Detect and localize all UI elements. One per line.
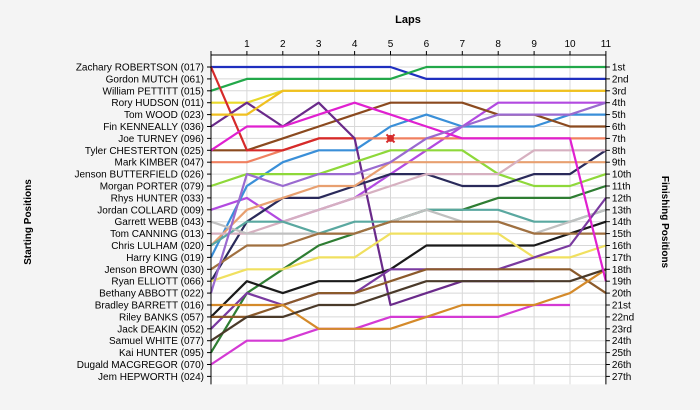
starting-position-label: Garrett WEBB (043) bbox=[115, 217, 204, 228]
axes bbox=[207, 51, 610, 385]
finishing-position-label: 11th bbox=[612, 182, 631, 193]
starting-position-label: Tyler CHESTERTON (025) bbox=[85, 146, 204, 157]
starting-position-label: Samuel WHITE (077) bbox=[109, 336, 204, 347]
series-line-18 bbox=[210, 220, 606, 271]
finishing-position-label: 25th bbox=[612, 348, 631, 359]
starting-position-label: Rory HUDSON (011) bbox=[111, 98, 204, 109]
starting-position-label: Bethany ABBOTT (022) bbox=[99, 289, 204, 300]
series-line-25 bbox=[210, 101, 607, 282]
starting-position-label: Jordan COLLARD (009) bbox=[97, 205, 204, 216]
finishing-position-label: 22nd bbox=[612, 312, 634, 323]
lap-tick-label: 11 bbox=[601, 39, 612, 50]
starting-position-label: Rhys HUNTER (033) bbox=[111, 193, 204, 204]
finishing-position-label: 24th bbox=[612, 336, 631, 347]
series-line-22 bbox=[211, 268, 607, 318]
tick-labels: 1 2 3 4 5 6 7 8 9 10 11 bbox=[244, 39, 611, 50]
finishing-position-label: 8th bbox=[612, 146, 626, 157]
series-line-2 bbox=[210, 65, 606, 92]
starting-position-label: Gordon MUTCH (061) bbox=[106, 74, 204, 85]
lap-tick-label: 8 bbox=[495, 39, 501, 50]
series-line-13 bbox=[211, 149, 606, 235]
starting-position-label: Dugald MACGREGOR (070) bbox=[77, 360, 204, 371]
lap-tick-label: 10 bbox=[564, 39, 576, 50]
finishing-position-label: 9th bbox=[612, 158, 626, 169]
incident-marker bbox=[385, 133, 396, 144]
lap-tick-label: 5 bbox=[388, 39, 394, 50]
series-lines bbox=[209, 65, 607, 366]
finishing-position-label: 5th bbox=[612, 110, 626, 121]
starting-position-label: Tom WOOD (023) bbox=[124, 110, 204, 121]
series-line-17 bbox=[210, 220, 607, 318]
series-line-11 bbox=[210, 149, 607, 282]
lap-tick-label: 7 bbox=[460, 39, 466, 50]
starting-position-label: Bradley BARRETT (016) bbox=[95, 301, 204, 312]
finishing-position-label: 2nd bbox=[612, 74, 629, 85]
finishing-position-label: 18th bbox=[612, 265, 631, 276]
series-line-20 bbox=[210, 197, 607, 330]
series-line-16 bbox=[210, 208, 607, 235]
starting-position-label: Joe TURNEY (096) bbox=[118, 134, 204, 145]
finishing-position-label: 26th bbox=[612, 360, 631, 371]
starting-position-label: Kai HUNTER (095) bbox=[119, 348, 204, 359]
starting-position-label: Jenson BROWN (030) bbox=[105, 265, 204, 276]
series-line-21 bbox=[210, 303, 570, 366]
lap-tick-label: 1 bbox=[244, 39, 250, 50]
incident-marker-cross bbox=[385, 133, 396, 144]
starting-position-label: Harry KING (019) bbox=[126, 253, 204, 264]
finishing-position-label: 23rd bbox=[612, 324, 632, 335]
series-line-8 bbox=[209, 66, 355, 152]
finishing-position-label: 20th bbox=[612, 289, 631, 300]
lap-tick-label: 4 bbox=[352, 39, 358, 50]
series-line-12 bbox=[210, 161, 606, 247]
finishing-position-label: 4th bbox=[612, 98, 626, 109]
starting-position-label: Mark KIMBER (047) bbox=[115, 158, 204, 169]
finishing-position-label: 12th bbox=[612, 193, 631, 204]
lap-tick-label: 2 bbox=[280, 39, 286, 50]
series-line-26 bbox=[211, 89, 606, 116]
finishing-position-label: 1st bbox=[612, 63, 626, 74]
finishing-position-label: 6th bbox=[612, 122, 626, 133]
finishing-position-label: 13th bbox=[612, 205, 631, 216]
starting-position-labels: Zachary ROBERTSON (017)Gordon MUTCH (061… bbox=[75, 63, 205, 383]
series-line-19 bbox=[210, 232, 607, 283]
starting-position-label: Jem HEPWORTH (024) bbox=[98, 372, 204, 383]
plot-area bbox=[211, 55, 606, 385]
finishing-position-label: 19th bbox=[612, 277, 631, 288]
lap-tick-label: 6 bbox=[424, 39, 430, 50]
y-axis-label-left: Starting Positions bbox=[23, 179, 34, 265]
y-axis-label-right: Finishing Positions bbox=[659, 176, 670, 269]
finishing-position-label: 27th bbox=[612, 372, 631, 383]
finishing-position-label: 7th bbox=[612, 134, 626, 145]
series-line-23 bbox=[211, 268, 607, 330]
starting-position-label: William PETTITT (015) bbox=[103, 86, 205, 97]
finishing-position-label: 21st bbox=[612, 301, 631, 312]
starting-position-label: Ryan ELLIOTT (066) bbox=[111, 277, 204, 288]
lap-tick-label: 9 bbox=[531, 39, 537, 50]
finishing-position-label: 3rd bbox=[612, 86, 626, 97]
chart-title: Laps bbox=[395, 14, 421, 26]
finishing-position-label: 17th bbox=[612, 253, 631, 264]
finishing-position-label: 14th bbox=[612, 217, 631, 228]
starting-position-label: Morgan PORTER (079) bbox=[100, 182, 204, 193]
starting-position-label: Chris LULHAM (020) bbox=[111, 241, 204, 252]
finishing-position-label: 15th bbox=[612, 229, 631, 240]
starting-position-label: Zachary ROBERTSON (017) bbox=[76, 63, 204, 74]
starting-position-label: Fin KENNEALLY (036) bbox=[103, 122, 204, 133]
starting-position-label: Jenson BUTTERFIELD (026) bbox=[75, 170, 205, 181]
starting-position-label: Tom CANNING (013) bbox=[110, 229, 204, 240]
series-line-24 bbox=[210, 268, 607, 342]
series-line-27 bbox=[209, 101, 607, 294]
starting-position-label: Riley BANKS (057) bbox=[119, 312, 204, 323]
finishing-position-labels: 1st2nd3rd4th5th6th7th8th9th10th11th12th1… bbox=[612, 63, 634, 383]
lap-tick-label: 3 bbox=[316, 39, 322, 50]
series-line-6 bbox=[211, 101, 606, 152]
finishing-position-label: 16th bbox=[612, 241, 631, 252]
starting-position-label: Jack DEAKIN (052) bbox=[117, 324, 204, 335]
finishing-position-label: 10th bbox=[612, 170, 631, 181]
gridlines bbox=[211, 55, 607, 385]
